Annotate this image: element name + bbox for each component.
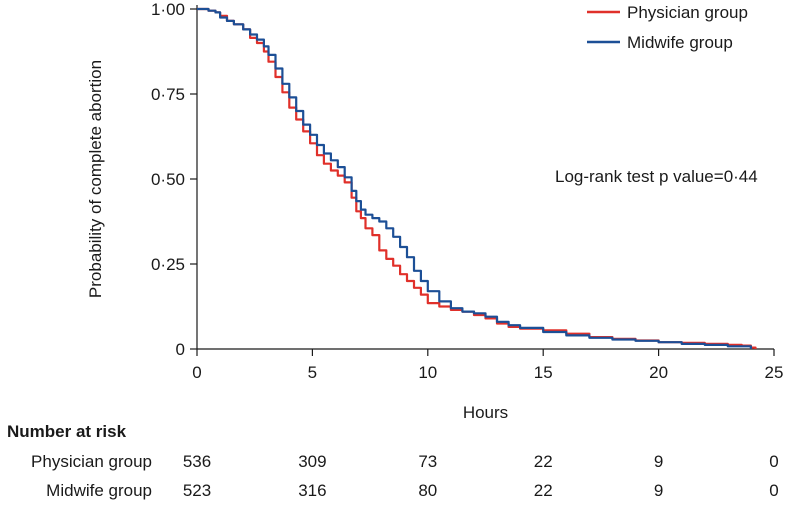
y-tick-label: 0·50 xyxy=(151,170,185,189)
x-tick-label: 25 xyxy=(765,363,784,382)
risk-value: 316 xyxy=(298,481,326,500)
risk-table: Number at risk Physician group 536 309 73 22 9… xyxy=(7,422,779,500)
x-tick-label: 15 xyxy=(534,363,553,382)
risk-table-title: Number at risk xyxy=(7,422,127,441)
y-tick-label: 0·75 xyxy=(151,85,185,104)
x-tick-label: 20 xyxy=(649,363,668,382)
x-tick-label: 0 xyxy=(192,363,201,382)
y-axis-title: Probability of complete abortion xyxy=(86,60,105,298)
log-rank-annotation: Log-rank test p value=0·44 xyxy=(555,167,758,186)
risk-value: 80 xyxy=(418,481,437,500)
legend-label: Midwife group xyxy=(627,33,733,52)
risk-value: 0 xyxy=(769,452,778,471)
legend-label: Physician group xyxy=(627,3,748,22)
risk-value: 523 xyxy=(183,481,211,500)
risk-value: 9 xyxy=(654,452,663,471)
y-tick-label: 1·00 xyxy=(151,0,185,19)
risk-value: 309 xyxy=(298,452,326,471)
risk-value: 22 xyxy=(534,481,553,500)
legend: Physician group Midwife group xyxy=(587,3,748,52)
axes: 0 0·25 0·50 0·75 1·00 0 5 10 15 20 25 Hours Probabil… xyxy=(86,0,783,422)
risk-row-label: Physician group xyxy=(31,452,152,471)
risk-value: 73 xyxy=(418,452,437,471)
x-tick-label: 5 xyxy=(308,363,317,382)
y-tick-label: 0·25 xyxy=(151,255,185,274)
annotation-layer: Log-rank test p value=0·44 xyxy=(555,167,758,186)
x-tick-label: 10 xyxy=(418,363,437,382)
risk-value: 536 xyxy=(183,452,211,471)
risk-value: 22 xyxy=(534,452,553,471)
series-line-midwife xyxy=(197,7,752,349)
series-layer xyxy=(197,7,757,349)
risk-row-label: Midwife group xyxy=(46,481,152,500)
y-tick-label: 0 xyxy=(176,340,185,359)
x-axis-title: Hours xyxy=(463,403,508,422)
risk-value: 9 xyxy=(654,481,663,500)
risk-value: 0 xyxy=(769,481,778,500)
